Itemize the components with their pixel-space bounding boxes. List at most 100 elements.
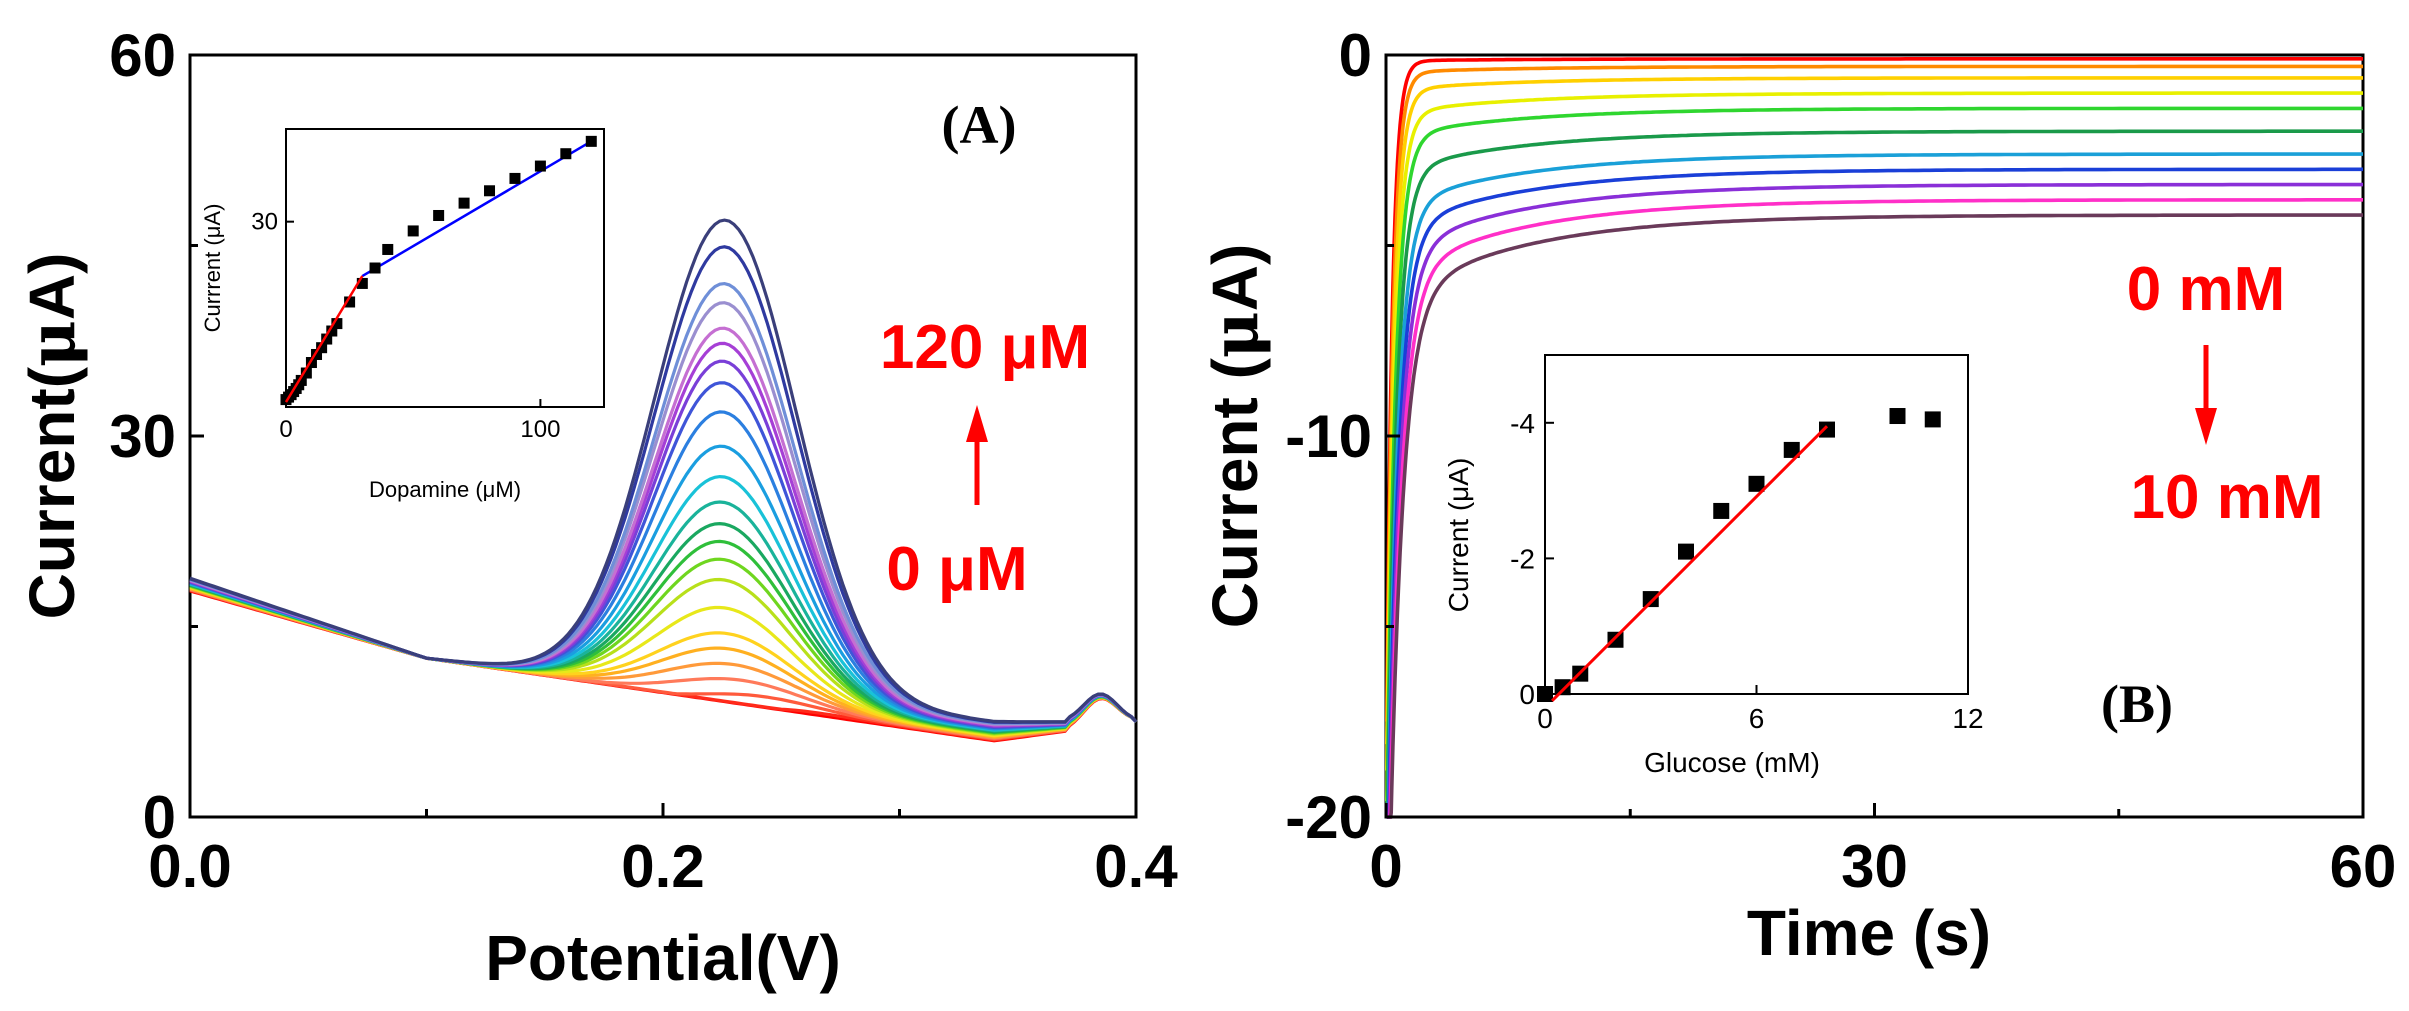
panel-a-annotation-low: 0 μM — [886, 535, 1027, 604]
panel-b-curve — [1386, 182, 2363, 819]
panel-b-inset-point — [1607, 631, 1624, 648]
panel-b-inset-x-tick-label: 0 — [1537, 703, 1553, 734]
panel-b-inset-point — [1713, 502, 1730, 519]
panel-a-x-tick-label: 0.2 — [621, 833, 704, 900]
panel-b-x-tick-label: 30 — [1841, 833, 1908, 900]
panel-a-inset-fit-line-2 — [361, 140, 592, 278]
panel-b-curve — [1386, 152, 2363, 819]
panel-a-inset-point — [331, 318, 343, 330]
panel-a-curves — [189, 218, 1138, 743]
panel-b-inset-x-tick-label: 6 — [1749, 703, 1765, 734]
panel-a-arrow-head — [966, 405, 988, 442]
panel-a-inset: 0 100 30 Dopamine (μM) Currrent (μA) — [200, 128, 605, 502]
panel-a-inset-point — [458, 197, 470, 209]
panel-a-x-tick-label: 0.0 — [148, 833, 231, 900]
panel-a-inset-point — [305, 357, 317, 369]
panel-b-label: (B) — [2101, 674, 2173, 734]
panel-a-y-tick-label: 30 — [109, 403, 176, 470]
panel-a-x-ticks: 0.0 0.2 0.4 — [148, 803, 1178, 900]
panel-b-inset-fit-line — [1550, 425, 1829, 702]
panel-b-y-tick-label: -20 — [1285, 784, 1372, 851]
panel-a-inset-point — [382, 243, 394, 255]
panel-a-x-tick-label: 0.4 — [1094, 833, 1178, 900]
panel-a-inset-x-tick-label: 0 — [279, 416, 292, 443]
panel-b-inset-point — [1554, 679, 1571, 696]
panel-a-y-tick-label: 0 — [143, 784, 176, 851]
panel-a-x-axis-label: Potential(V) — [485, 922, 841, 994]
panel-b-annotation-low: 10 mM — [2131, 463, 2324, 532]
panel-b-inset-ticks: 0 6 12 0 -2 -4 — [1510, 408, 1983, 734]
panel-b-curve — [1386, 213, 2363, 819]
panel-a-annotation-high: 120 μM — [880, 313, 1090, 382]
panel-b-curve — [1385, 91, 2363, 802]
panel-a-inset-plot — [280, 135, 597, 406]
panel-b-x-tick-label: 60 — [2330, 833, 2397, 900]
panel-a-inset-point — [534, 160, 546, 172]
panel-a-y-axis-label: Current(μA) — [15, 253, 90, 620]
panel-b-y-ticks: 0 -10 -20 — [1285, 22, 1400, 851]
panel-b-inset-point — [1783, 441, 1800, 458]
panel-b-curve — [1385, 76, 2363, 771]
panel-b-curve — [1386, 167, 2363, 819]
panel-b-inset-y-tick-label: 0 — [1519, 679, 1535, 710]
panel-a-label: (A) — [942, 95, 1017, 155]
panel-a-inset-point — [560, 148, 572, 160]
panel-a-inset-point — [311, 348, 323, 360]
panel-b-inset-point — [1537, 686, 1553, 702]
panel-b-curve — [1385, 129, 2363, 819]
panel-a-curve — [189, 589, 1138, 743]
panel-a-inset-point — [300, 367, 312, 379]
panel-b-curve — [1385, 57, 2363, 722]
panel-a-inset-point — [344, 296, 356, 308]
panel-b-curve — [1385, 64, 2363, 745]
panel-a-inset-frame — [285, 128, 605, 408]
panel-b-inset-plot — [1537, 408, 1941, 702]
panel-b-curves — [1385, 57, 2363, 819]
panel-a-y-tick-label: 60 — [109, 22, 176, 89]
panel-b-x-axis-label: Time (s) — [1747, 897, 1991, 969]
panel-b-inset-x-tick-label: 12 — [1952, 703, 1983, 734]
panel-b-inset-y-tick-label: -2 — [1510, 543, 1535, 574]
panel-b-x-tick-label: 0 — [1369, 833, 1402, 900]
panel-b-inset-point — [1819, 421, 1835, 438]
panel-b-inset-y-tick-label: -4 — [1510, 408, 1535, 439]
panel-b-inset-point — [1678, 543, 1694, 560]
panel-b-annotation-high: 0 mM — [2127, 255, 2285, 324]
panel-b-inset-point — [1889, 408, 1906, 425]
panel-b-arrow-head — [2195, 408, 2217, 445]
panel-a-inset-point — [407, 225, 419, 237]
panel-b-inset-x-label: Glucose (mM) — [1644, 747, 1820, 778]
panel-a-inset-point — [509, 172, 521, 184]
panel-b-y-tick-label: -10 — [1285, 403, 1372, 470]
panel-b-inset-y-label: Current (μA) — [1443, 458, 1474, 613]
panel-b-curve — [1386, 198, 2363, 819]
panel-a-curve — [189, 218, 1138, 724]
panel-a-inset-y-tick-label: 30 — [251, 209, 278, 236]
panel-a-inset-point — [356, 277, 368, 289]
panel-a-inset-x-label: Dopamine (μM) — [369, 477, 521, 502]
panel-b-inset: 0 6 12 0 -2 -4 Glucose (mM) Current (μA) — [1443, 354, 1984, 778]
panel-a-inset-ticks: 0 100 30 — [251, 209, 560, 443]
panel-b-y-tick-label: 0 — [1339, 22, 1372, 89]
panel-a-y-ticks: 0 30 60 — [109, 22, 204, 851]
panel-a-inset-point — [326, 325, 338, 337]
panel-a-inset-point — [369, 262, 381, 274]
panel-b-y-axis-label: Current (μA) — [1198, 244, 1273, 629]
panel-b-inset-point — [1748, 475, 1765, 492]
panel-a-inset-x-tick-label: 100 — [520, 416, 560, 443]
panel-a-inset-y-label: Currrent (μA) — [200, 204, 225, 333]
panel-a-inset-point — [585, 135, 597, 147]
panel-b-curve — [1385, 106, 2363, 819]
panel-a-inset-fit-line-1 — [284, 275, 364, 403]
panel-a-inset-point — [316, 342, 328, 354]
panel-b: 0 30 60 0-10-20 (B) 0 mM 10 mM Time (s) Cu… — [1198, 22, 2396, 969]
panel-a-inset-point — [484, 185, 496, 197]
panel-a: 0.0 0.2 0.4 0 30 60 (A) 120 μM 0 μM Potentia… — [15, 22, 1178, 994]
panel-b-inset-point — [1924, 411, 1941, 428]
panel-b-inset-point — [1642, 591, 1659, 608]
panel-a-inset-point — [321, 333, 333, 345]
panel-a-inset-point — [433, 209, 445, 221]
panel-b-x-ticks: 0 30 60 — [1369, 803, 2396, 900]
panel-a-inset-point — [295, 374, 307, 386]
